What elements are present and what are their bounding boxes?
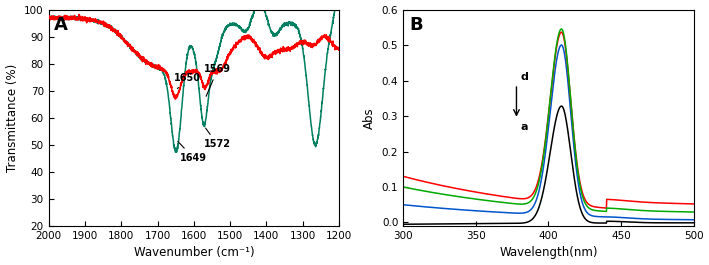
Text: d: d: [521, 72, 529, 82]
X-axis label: Wavenumber (cm⁻¹): Wavenumber (cm⁻¹): [133, 246, 254, 259]
Y-axis label: Abs: Abs: [363, 107, 376, 129]
Y-axis label: Transmittance (%): Transmittance (%): [6, 64, 18, 172]
Text: 1572: 1572: [204, 128, 231, 149]
Text: B: B: [409, 16, 423, 34]
X-axis label: Wavelength(nm): Wavelength(nm): [499, 246, 598, 259]
Text: 1650: 1650: [174, 73, 201, 89]
Text: a: a: [521, 122, 528, 132]
Text: 1649: 1649: [178, 142, 207, 163]
Text: A: A: [55, 16, 68, 34]
Text: 1569: 1569: [204, 64, 231, 96]
